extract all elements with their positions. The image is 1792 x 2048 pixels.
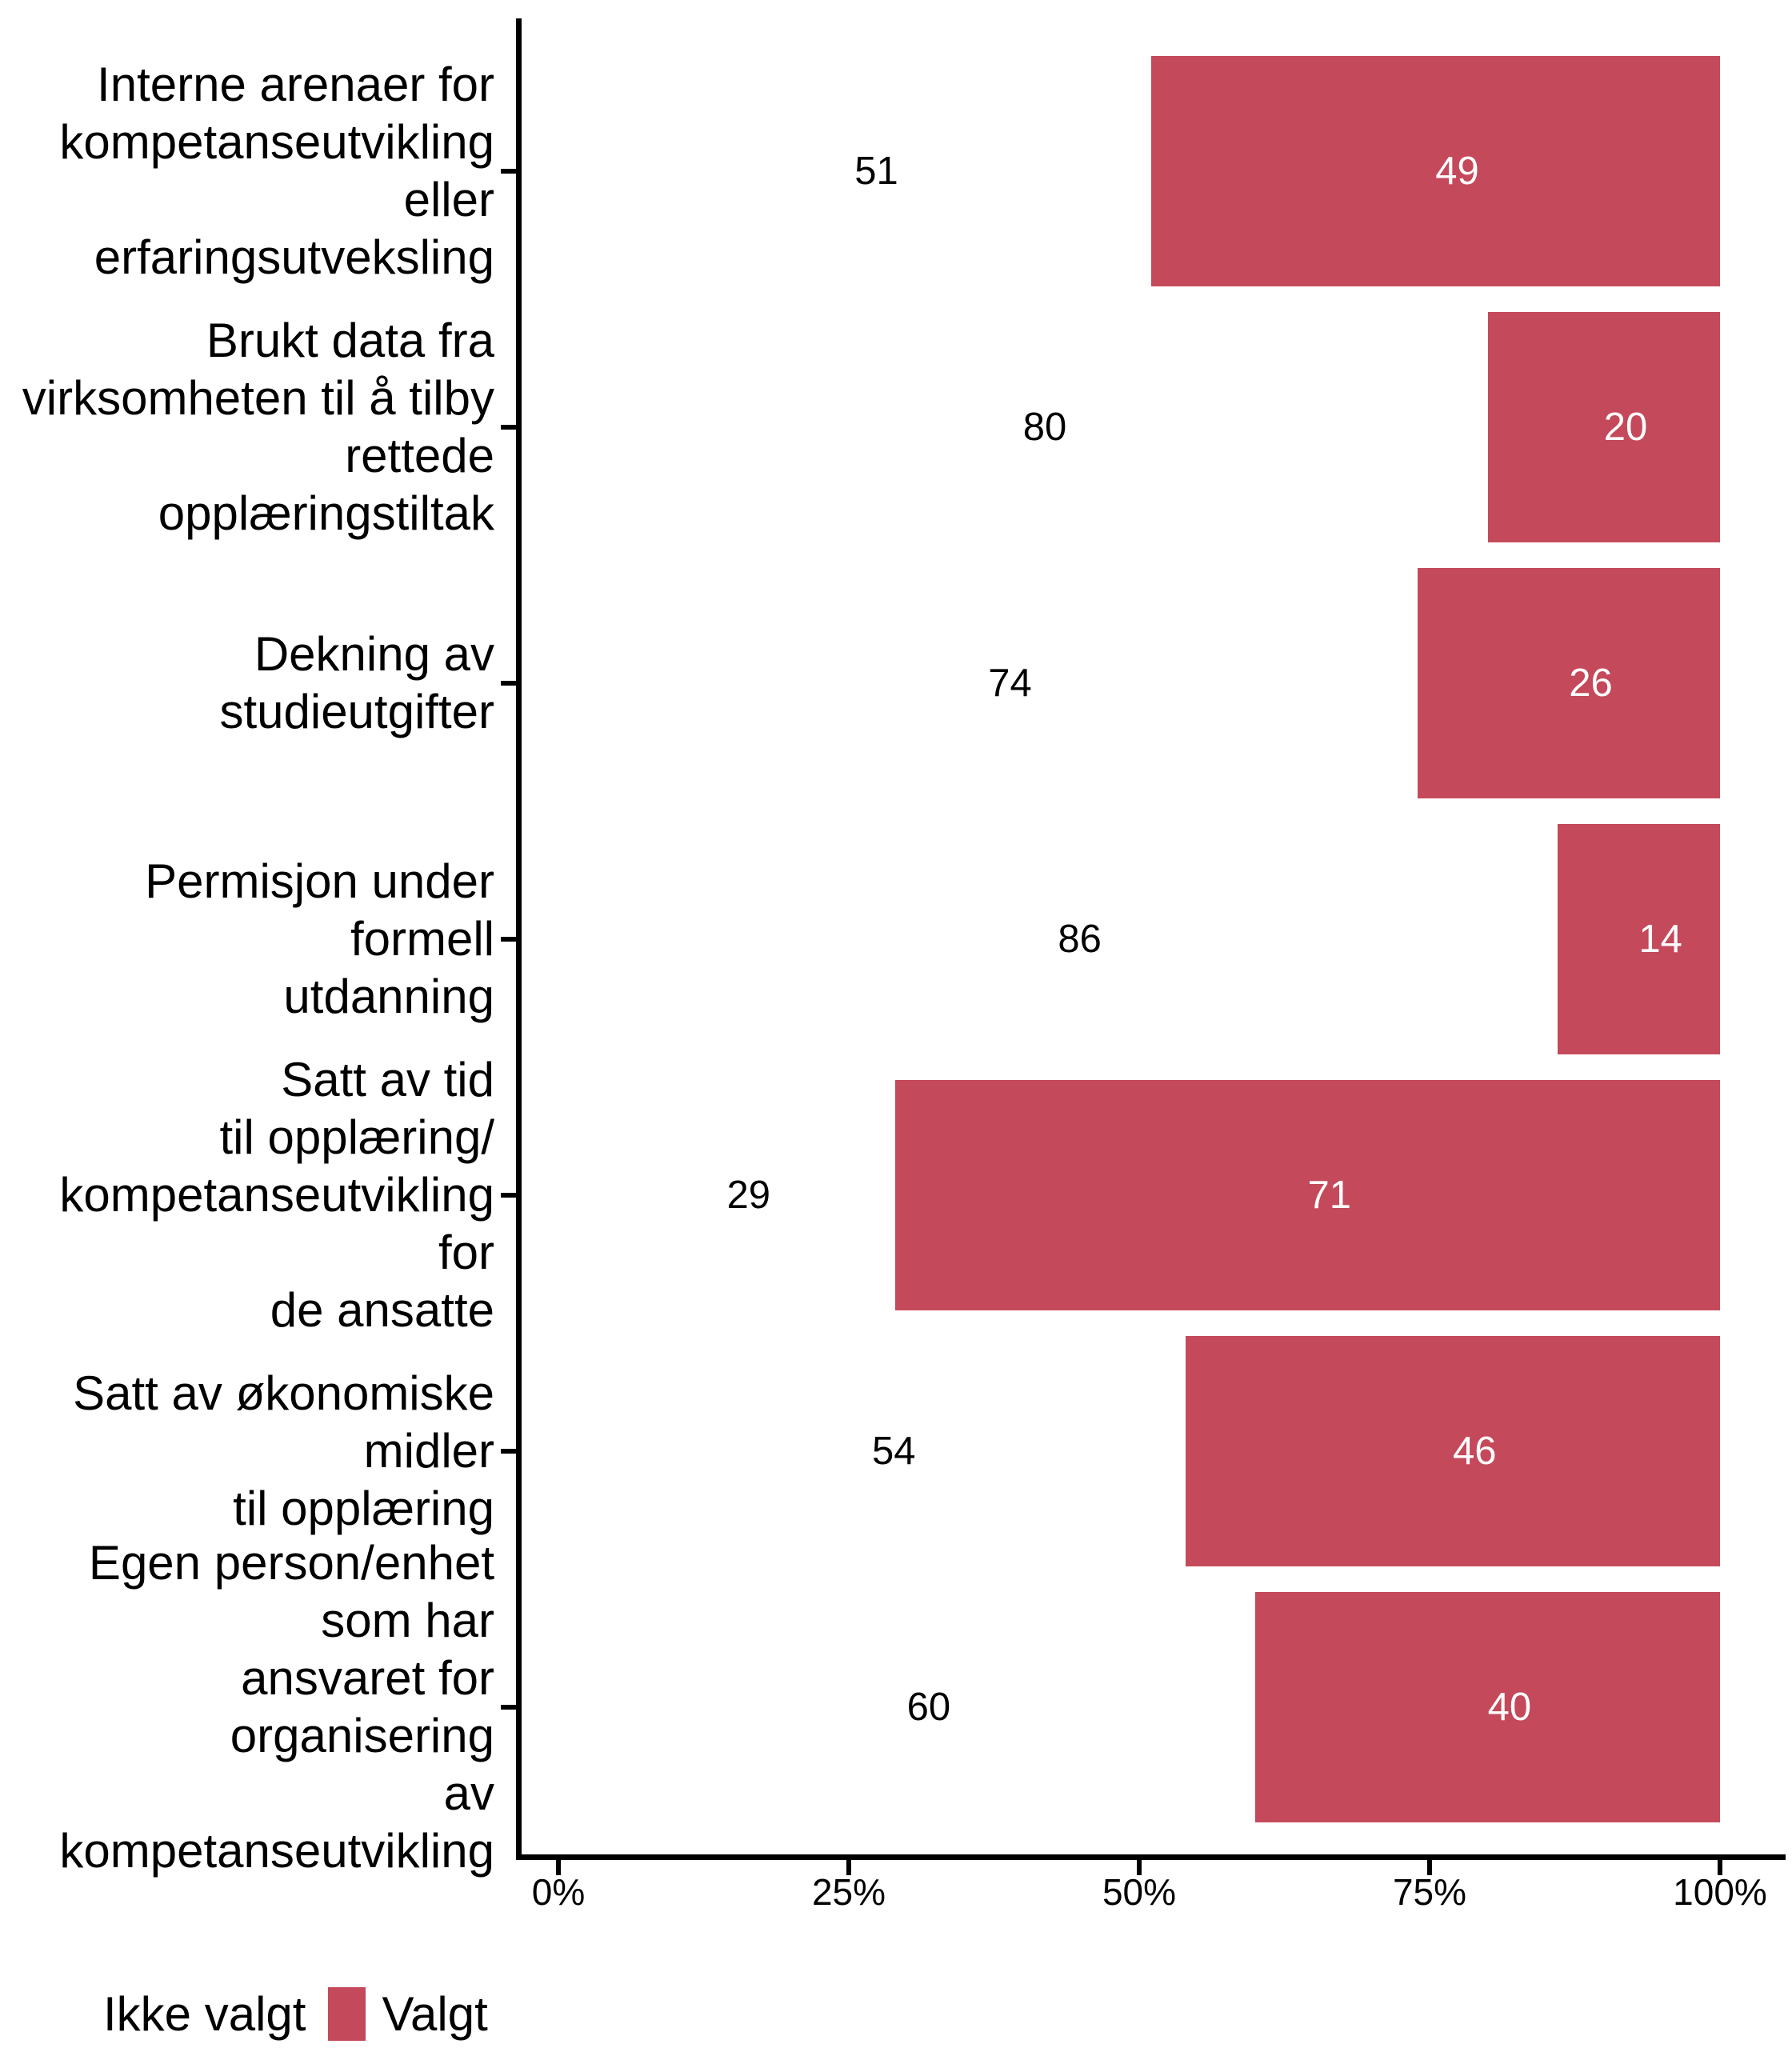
x-tick-label: 75% (1392, 1871, 1467, 1913)
value-label-valgt: 40 (1487, 1686, 1532, 1729)
legend-key-valgt (328, 1987, 366, 2041)
bar-segment-ikke-valgt (558, 1080, 896, 1310)
bar-segment-ikke-valgt (558, 1336, 1186, 1566)
bar-segment-valgt (1557, 824, 1720, 1054)
category-label: Satt av økonomiske midler til opplæring (73, 1366, 494, 1535)
y-axis-tick (501, 169, 516, 174)
legend-key-ikke-valgt (50, 1987, 87, 2041)
x-axis-tick (556, 1860, 561, 1875)
bar-segment-valgt (1255, 1592, 1720, 1822)
bar-segment-valgt (895, 1080, 1720, 1310)
x-tick-label: 25% (811, 1871, 886, 1913)
legend-label: Valgt (382, 1987, 488, 2041)
bar-segment-valgt (1150, 56, 1720, 286)
value-label-valgt: 49 (1435, 150, 1479, 193)
bar-segment-ikke-valgt (558, 568, 1418, 798)
value-label-ikke-valgt: 74 (988, 662, 1032, 705)
bar-segment-ikke-valgt (558, 56, 1151, 286)
value-label-ikke-valgt: 86 (1058, 918, 1102, 961)
x-axis-tick (1427, 1860, 1432, 1875)
category-label: Permisjon under formell utdanning (145, 854, 494, 1023)
value-label-ikke-valgt: 51 (854, 150, 898, 193)
bar-segment-valgt (1186, 1336, 1720, 1566)
y-axis-tick (501, 1705, 516, 1710)
bar-segment-valgt (1487, 312, 1720, 542)
category-label: Brukt data fra virksomheten til å tilby … (22, 314, 494, 540)
value-label-valgt: 26 (1569, 662, 1613, 705)
y-axis-tick (501, 937, 516, 942)
value-label-ikke-valgt: 54 (872, 1430, 916, 1473)
value-label-ikke-valgt: 80 (1022, 406, 1067, 449)
x-tick-label: 100% (1673, 1871, 1767, 1913)
category-label: Satt av tid til opplæring/ kompetanseutv… (59, 1053, 494, 1337)
y-axis-tick (501, 1449, 516, 1454)
legend: Ikke valgt Valgt (50, 1976, 510, 2048)
x-axis-tick (1718, 1860, 1722, 1875)
value-label-ikke-valgt: 60 (906, 1686, 951, 1729)
y-axis-line (516, 18, 522, 1860)
value-label-valgt: 71 (1307, 1174, 1352, 1217)
y-axis-tick (501, 425, 516, 430)
x-tick-label: 50% (1102, 1871, 1177, 1913)
y-axis-tick (501, 1193, 516, 1198)
x-tick-label: 0% (531, 1871, 586, 1913)
value-label-ikke-valgt: 29 (726, 1174, 771, 1217)
value-label-valgt: 46 (1453, 1430, 1497, 1473)
bar-segment-ikke-valgt (558, 312, 1488, 542)
x-axis-line (516, 1854, 1786, 1860)
x-axis-tick (846, 1860, 851, 1875)
bar-segment-ikke-valgt (558, 1592, 1256, 1822)
value-label-valgt: 14 (1638, 918, 1682, 961)
y-axis-tick (501, 681, 516, 686)
category-label: Dekning av studieutgifter (219, 627, 494, 738)
x-axis-tick (1137, 1860, 1142, 1875)
category-label: Interne arenaer for kompetanseutvikling … (59, 58, 494, 284)
value-label-valgt: 20 (1603, 406, 1648, 449)
bar-segment-ikke-valgt (558, 824, 1558, 1054)
bar-segment-valgt (1418, 568, 1720, 798)
category-label: Egen person/enhet som har ansvaret for o… (59, 1536, 494, 1878)
legend-label: Ikke valgt (103, 1987, 306, 2041)
